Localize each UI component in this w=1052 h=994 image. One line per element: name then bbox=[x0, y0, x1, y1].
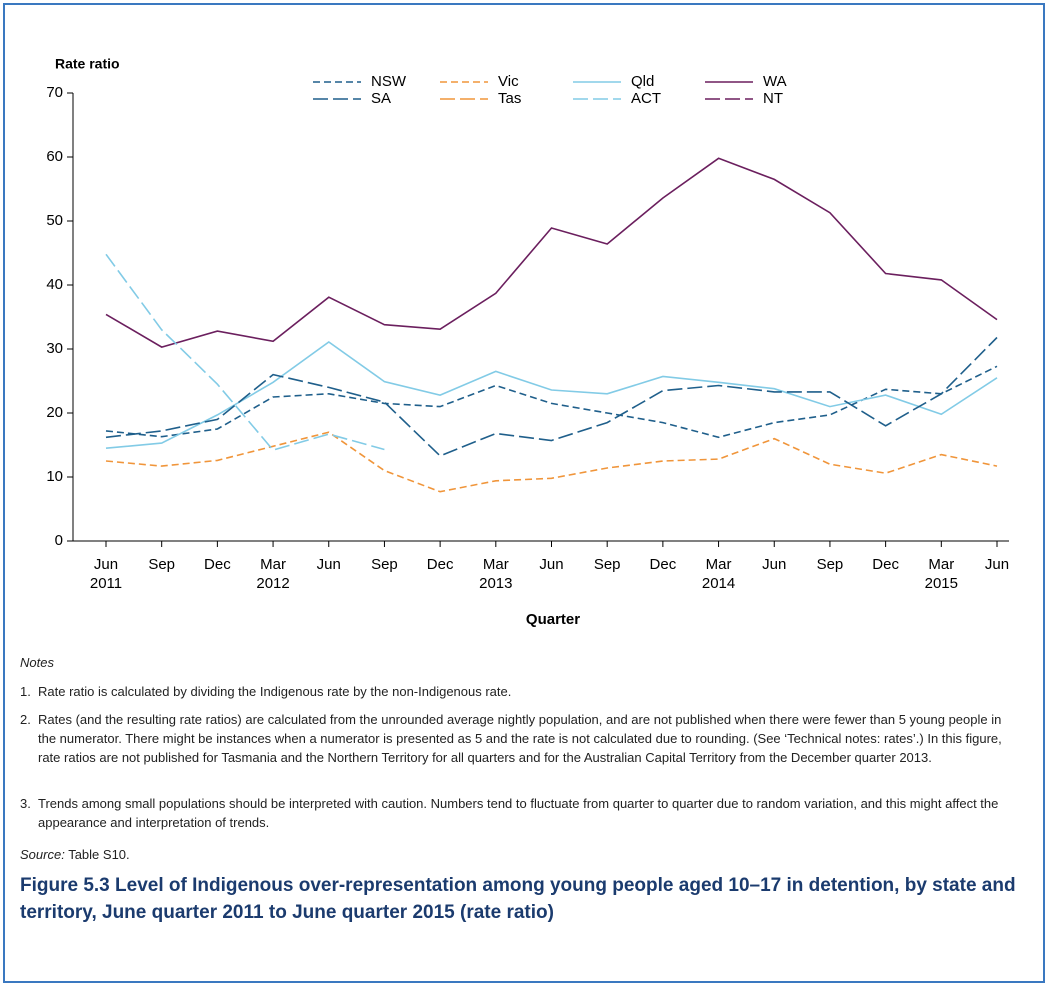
series-line bbox=[105, 365, 998, 439]
y-axis-label: Rate ratio bbox=[55, 56, 120, 72]
x-tick-label: Jun bbox=[539, 556, 563, 573]
x-axis-label: Quarter bbox=[526, 611, 580, 628]
y-tick-label: 70 bbox=[46, 84, 63, 101]
y-tick-label: 10 bbox=[46, 468, 63, 485]
figure-caption: Figure 5.3 Level of Indigenous over-repr… bbox=[20, 875, 1016, 923]
x-tick-label: Sep bbox=[594, 556, 621, 573]
x-tick-label: Dec bbox=[204, 556, 231, 573]
chart: Rate ratio Quarter 0 10 20 30 40 50 60 70 Jun 201… bbox=[46, 56, 1009, 628]
y-tick-label: 60 bbox=[46, 148, 63, 165]
x-tick-year: 2014 bbox=[702, 575, 735, 592]
series-line bbox=[105, 431, 998, 493]
note: 1. Rate ratio is calculated by dividing t… bbox=[20, 682, 1020, 701]
note-number: 3. bbox=[20, 796, 31, 811]
y-tick-label: 20 bbox=[46, 404, 63, 421]
x-tick-label: Jun bbox=[985, 556, 1009, 573]
series-line bbox=[105, 253, 385, 452]
x-tick-label: Sep bbox=[371, 556, 398, 573]
source: Source: Table S10. bbox=[20, 846, 1030, 864]
legend-label: Qld bbox=[631, 73, 654, 90]
source-text: Table S10. bbox=[68, 847, 130, 862]
x-tick-label: Mar bbox=[483, 556, 509, 573]
legend-label: SA bbox=[371, 90, 391, 107]
note: 3. Trends among small populations should … bbox=[20, 794, 1020, 832]
x-tick-label: Jun bbox=[94, 556, 118, 573]
note: 2. Rates (and the resulting rate ratios) … bbox=[20, 710, 1020, 767]
x-tick-label: Sep bbox=[148, 556, 175, 573]
source-label: Source: bbox=[20, 847, 65, 862]
x-tick-year: 2011 bbox=[90, 575, 122, 592]
x-tick-label: Dec bbox=[650, 556, 677, 573]
y-tick-label: 40 bbox=[46, 276, 63, 293]
x-tick-label: Dec bbox=[427, 556, 454, 573]
x-tick-label: Dec bbox=[872, 556, 899, 573]
note-text: Rate ratio is calculated by dividing the… bbox=[38, 684, 512, 699]
x-tick-year: 2013 bbox=[479, 575, 512, 592]
y-tick-label: 30 bbox=[46, 340, 63, 357]
series-line bbox=[105, 157, 998, 348]
note-text: Rates (and the resulting rate ratios) ar… bbox=[38, 712, 1002, 765]
notes-heading: Notes bbox=[20, 655, 54, 670]
x-tick-year: 2012 bbox=[256, 575, 289, 592]
series-line bbox=[105, 336, 998, 457]
x-tick-label: Jun bbox=[762, 556, 786, 573]
note-text: Trends among small populations should be… bbox=[38, 796, 999, 830]
legend-label: Tas bbox=[498, 90, 521, 107]
y-tick-label: 0 bbox=[55, 532, 63, 549]
x-tick-label: Mar bbox=[260, 556, 286, 573]
frame bbox=[3, 3, 1045, 983]
y-tick-label: 50 bbox=[46, 212, 63, 229]
note-number: 1. bbox=[20, 684, 31, 699]
x-tick-year: 2015 bbox=[925, 575, 958, 592]
legend-label: NT bbox=[763, 90, 783, 107]
legend-label: ACT bbox=[631, 90, 661, 107]
x-tick-label: Jun bbox=[317, 556, 341, 573]
legend-label: NSW bbox=[371, 73, 407, 90]
legend-label: Vic bbox=[498, 73, 519, 90]
x-tick-label: Mar bbox=[928, 556, 954, 573]
x-tick-label: Mar bbox=[706, 556, 732, 573]
x-tick-label: Sep bbox=[817, 556, 844, 573]
legend-label: WA bbox=[763, 73, 787, 90]
note-number: 2. bbox=[20, 712, 31, 727]
series-line bbox=[105, 341, 998, 449]
